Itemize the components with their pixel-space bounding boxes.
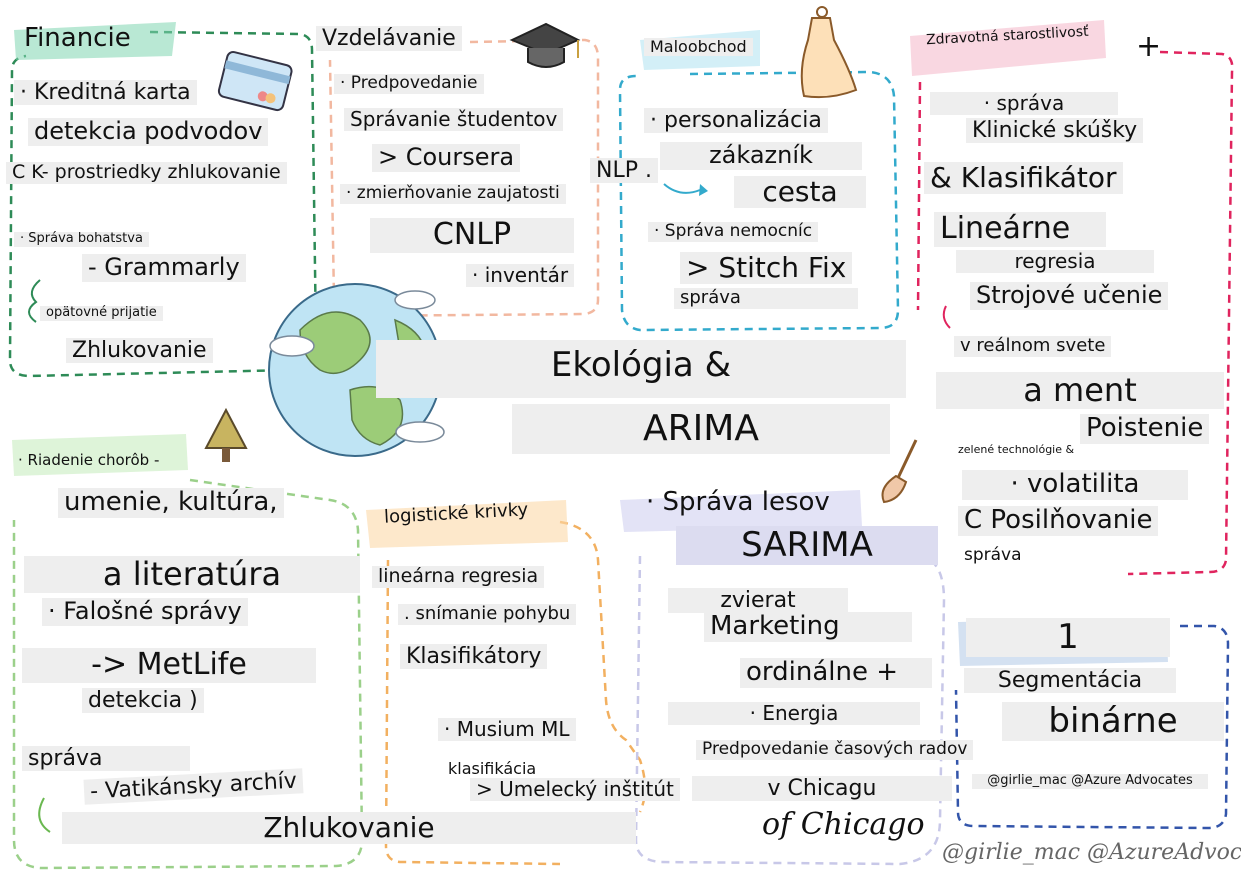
health-title-highlight [910, 20, 1106, 76]
health-item-13: správa [964, 545, 1022, 565]
forest-item-6: · Energia [668, 702, 920, 725]
health-item-12: C Posilňovanie [958, 505, 1159, 536]
forest-item-8: v Chicagu [692, 776, 952, 802]
forest-item-7: Predpovedanie časových radov [696, 739, 974, 760]
logistics-title-highlight [366, 500, 568, 548]
forest-item-3: zvierat [668, 588, 848, 614]
education-item-6: · inventár [466, 264, 575, 287]
finance-curl [28, 279, 41, 323]
health-item-10: zelené technológie & [958, 443, 1075, 456]
arts-item-9: Zhlukovanie [62, 811, 636, 845]
health-item-4: Lineárne [934, 211, 1106, 247]
health-item-5: regresia [956, 250, 1154, 273]
education-item-5: CNLP [370, 217, 574, 253]
health-item-6: Strojové učenie [970, 281, 1169, 310]
retail-item-6: správa [674, 287, 858, 309]
center-title-line1: Ekológia & [376, 340, 906, 398]
retail-item-3: cesta [734, 175, 866, 209]
arts-title-highlight [12, 434, 188, 476]
health-item-11: · volatilita [962, 469, 1188, 500]
health-plus: + [1136, 29, 1162, 64]
retail-item-2: zákazník [660, 141, 862, 170]
arts-title: · Riadenie chorôb - [18, 451, 160, 469]
logistics-item-2: . snímanie pohybu [398, 603, 577, 625]
education-item-2: Správanie študentov [344, 108, 564, 131]
marketing-item-3: binárne [1002, 701, 1224, 742]
retail-frame [618, 70, 900, 332]
forest-title: · Správa lesov [646, 487, 830, 517]
arts-item-7: správa [22, 746, 190, 772]
forest-frame [634, 554, 946, 866]
globe-icon [268, 283, 445, 457]
marketing-item-1: 1 [966, 617, 1170, 658]
arts-item-4: · Falošné správy [42, 597, 248, 626]
graduation-cap-icon [509, 22, 581, 68]
logistics-item-6: > Umelecký inštitút [470, 778, 680, 801]
health-item-9: Poistenie [1080, 413, 1210, 444]
finance-item-7: Zhlukovanie [66, 338, 213, 364]
dress-icon [800, 6, 858, 99]
health-frame [916, 50, 1234, 576]
finance-item-1: · Kreditná karta [14, 80, 197, 106]
education-item-4: · zmierňovanie zaujatosti [340, 183, 566, 204]
retail-nlp: NLP . [590, 158, 658, 184]
finance-title-highlight [14, 22, 176, 60]
health-item-2: Klinické skúšky [966, 118, 1144, 144]
health-curl [942, 305, 951, 329]
arts-item-3: a literatúra [24, 556, 360, 593]
finance-item-5: - Grammarly [82, 253, 246, 282]
retail-item-5: > Stitch Fix [680, 251, 853, 285]
education-title: Vzdelávanie [316, 26, 462, 52]
center-title-line2: ARIMA [512, 404, 890, 454]
forest-item-5: ordinálne + [740, 657, 932, 688]
retail-title: Maloobchod [644, 37, 753, 57]
arts-frame [12, 478, 364, 870]
arts-item-2: umenie, kultúra, [58, 487, 284, 518]
forest-title-highlight [620, 490, 862, 532]
arts-curl [38, 797, 51, 833]
education-item-3: > Coursera [372, 143, 521, 172]
logistics-item-1: lineárna regresia [372, 565, 545, 588]
health-item-7: v reálnom svete [954, 335, 1112, 357]
nlp-arrow [663, 183, 701, 194]
finance-item-4: · Správa bohatstva [14, 231, 149, 247]
logistics-item-3: Klasifikátory [400, 644, 548, 670]
logistics-item-5: klasifikácia [448, 759, 537, 778]
broom-icon [881, 439, 918, 504]
tree-icon [204, 407, 248, 462]
finance-item-3: C K- prostriedky zhlukovanie [6, 161, 287, 184]
arts-item-5: -> MetLife [22, 647, 316, 683]
education-item-1: · Predpovedanie [334, 73, 484, 94]
retail-item-1: · personalizácia [644, 108, 828, 134]
finance-title: Financie [24, 23, 131, 53]
retail-item-4: · Správa nemocníc [648, 221, 819, 242]
finance-item-6: opätovné prijatie [40, 305, 163, 321]
logistics-item-4: · Musium ML [438, 718, 576, 741]
health-item-1: · správa [930, 92, 1118, 115]
health-item-3: & Klasifikátor [924, 161, 1123, 195]
arts-item-6: detekcia ) [82, 688, 204, 714]
marketing-item-2: Segmentácia [964, 668, 1176, 694]
marketing-frame [954, 624, 1230, 830]
forest-item-4: Marketing [704, 611, 912, 642]
health-item-8: a ment [936, 372, 1224, 409]
forest-item-9: of Chicago [762, 807, 925, 842]
marketing-credit: @girlie_mac @Azure Advocates [972, 773, 1208, 789]
finance-item-2: detekcia podvodov [28, 117, 269, 146]
forest-item-2: SARIMA [676, 525, 938, 566]
credit-card-icon [217, 51, 293, 112]
